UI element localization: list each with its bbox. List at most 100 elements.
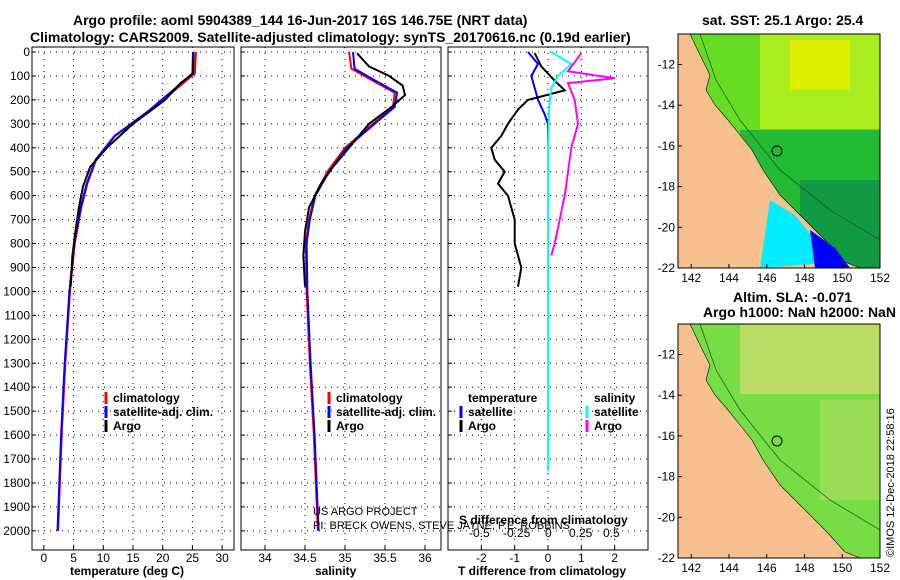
x-tick-label: 5 xyxy=(70,551,77,565)
s-tick-label: -0.25 xyxy=(503,526,531,540)
argo-float-marker xyxy=(771,145,783,157)
difference-legend: temperature satellite Argo salinity sate… xyxy=(459,391,639,433)
s-tick-label: 0.5 xyxy=(603,526,620,540)
title-line-1: Argo profile: aoml 5904389_144 16-Jun-20… xyxy=(73,12,527,28)
depth-tick-label: 100 xyxy=(10,69,30,83)
depth-tick-label: 1600 xyxy=(3,428,30,442)
longitude-tick-label: 152 xyxy=(870,271,890,285)
sla-map-frame xyxy=(677,323,881,559)
depth-tick-label: 1000 xyxy=(3,284,30,298)
s-tick-label: -0.5 xyxy=(469,526,490,540)
x-tick-label: 30 xyxy=(215,551,229,565)
depth-tick-label: 500 xyxy=(10,165,30,179)
x-tick-label: 2 xyxy=(611,551,618,565)
depth-tick-label: 1700 xyxy=(3,452,30,466)
x-tick-label: 0 xyxy=(545,551,552,565)
series-line-argo xyxy=(69,53,195,287)
sst-warm-patch xyxy=(790,40,850,90)
x-tick-label: 25 xyxy=(186,551,200,565)
depth-tick-label: 700 xyxy=(10,213,30,227)
latitude-tick-label: -18 xyxy=(658,470,676,484)
x-tick-label: 35.5 xyxy=(373,551,397,565)
x-tick-label: -1 xyxy=(509,551,520,565)
difference-top-axis-label: S difference from climatology xyxy=(459,513,628,527)
sst-map-frame xyxy=(677,33,881,269)
land-mass xyxy=(678,34,861,268)
latitude-tick-label: -22 xyxy=(658,261,676,275)
bathymetry-contour xyxy=(699,34,880,241)
depth-tick-label: 0 xyxy=(23,45,30,59)
series-line-t-satellite xyxy=(527,51,549,340)
longitude-tick-label: 148 xyxy=(794,271,814,285)
legend-label-argo: Argo xyxy=(113,419,141,433)
x-tick-label: 10 xyxy=(97,551,111,565)
argo-float-marker xyxy=(771,435,783,447)
series-line-argo xyxy=(302,52,407,287)
sst-map-ticks: 142 144 146 148 150 152 -12 -14 -16 -18 -20 -22 xyxy=(658,58,891,285)
latitude-tick-label: -16 xyxy=(658,429,676,443)
latitude-tick-label: -12 xyxy=(658,58,676,72)
s-tick-label: 0 xyxy=(545,526,552,540)
legend-heading-temperature: temperature xyxy=(468,391,538,405)
sst-cold-coastal xyxy=(810,230,850,268)
longitude-tick-label: 142 xyxy=(681,271,701,285)
sla-map xyxy=(678,324,880,558)
legend-label-satellite: satellite-adj. clim. xyxy=(113,405,213,419)
x-tick-label: 35 xyxy=(338,551,352,565)
longitude-tick-label: 150 xyxy=(832,561,852,575)
legend-label-t-argo: Argo xyxy=(468,419,496,433)
panel-grids xyxy=(32,47,648,550)
salinity-panel-frame xyxy=(240,46,442,551)
sst-map xyxy=(678,34,880,268)
s-tick-label: 0.25 xyxy=(569,526,593,540)
depth-tick-labels: 0 100 200 300 400 500 600 700 800 900 1000 1100 1200… xyxy=(3,45,30,538)
credit-line-2: PI: BRECK OWENS, STEVE JAYNE, P.E. ROBBI… xyxy=(313,520,570,532)
difference-axis-label: T difference from climatology xyxy=(458,564,626,578)
legend-label-s-argo: Argo xyxy=(594,419,622,433)
latitude-tick-label: -14 xyxy=(658,388,676,402)
salinity-diff-ticks: -0.5 -0.25 0 0.25 0.5 xyxy=(469,526,620,540)
longitude-tick-label: 142 xyxy=(681,561,701,575)
depth-tick-label: 1100 xyxy=(4,308,30,322)
sst-map-title: sat. SST: 25.1 Argo: 25.4 xyxy=(702,12,864,28)
longitude-tick-label: 150 xyxy=(832,271,852,285)
latitude-tick-label: -14 xyxy=(658,98,676,112)
latitude-tick-label: -12 xyxy=(658,348,676,362)
legend-label-t-satellite: satellite xyxy=(468,405,513,419)
title-line-2: Climatology: CARS2009. Satellite-adjuste… xyxy=(30,29,631,45)
sla-patch xyxy=(740,324,880,394)
bathymetry-contour xyxy=(699,324,880,531)
depth-tick-label: 1900 xyxy=(3,500,30,514)
latitude-tick-label: -20 xyxy=(658,510,676,524)
temperature-axis-label: temperature (deg C) xyxy=(70,564,184,578)
latitude-tick-label: -16 xyxy=(658,139,676,153)
sla-map-ticks: 142 144 146 148 150 152 -12 -14 -16 -18 -20 -22 xyxy=(658,348,891,575)
sla-patch xyxy=(820,400,880,500)
series-line-satellite-adj-clim- xyxy=(56,51,194,531)
series-line-s-satellite xyxy=(547,51,573,471)
depth-tick-label: 2000 xyxy=(3,524,30,538)
series-line-s-argo xyxy=(550,52,615,256)
x-tick-label: 15 xyxy=(126,551,140,565)
x-tick-label: 34 xyxy=(258,551,272,565)
depth-tick-label: 200 xyxy=(10,93,30,107)
sla-map-title-2: Argo h1000: NaN h2000: NaN xyxy=(703,304,896,320)
land-mass xyxy=(678,324,861,558)
longitude-tick-label: 144 xyxy=(719,561,739,575)
sla-map-title-1: Altim. SLA: -0.071 xyxy=(733,289,852,305)
legend-label-climatology: climatology xyxy=(113,391,180,405)
depth-tick-label: 300 xyxy=(10,117,30,131)
salinity-legend: climatology satellite-adj. clim. Argo xyxy=(327,391,436,433)
series-line-climatology xyxy=(57,51,197,531)
x-tick-label: 34.5 xyxy=(293,551,317,565)
series-line-t-argo xyxy=(490,52,567,287)
imos-watermark: ©IMOS 12-Dec-2018 22:58:16 xyxy=(885,408,897,557)
depth-tick-label: 1400 xyxy=(3,380,30,394)
depth-tick-label: 1300 xyxy=(3,356,30,370)
depth-tick-label: 400 xyxy=(10,141,30,155)
longitude-tick-label: 148 xyxy=(794,561,814,575)
series-line-satellite-adj-clim- xyxy=(305,51,399,531)
latitude-tick-label: -22 xyxy=(658,551,676,565)
